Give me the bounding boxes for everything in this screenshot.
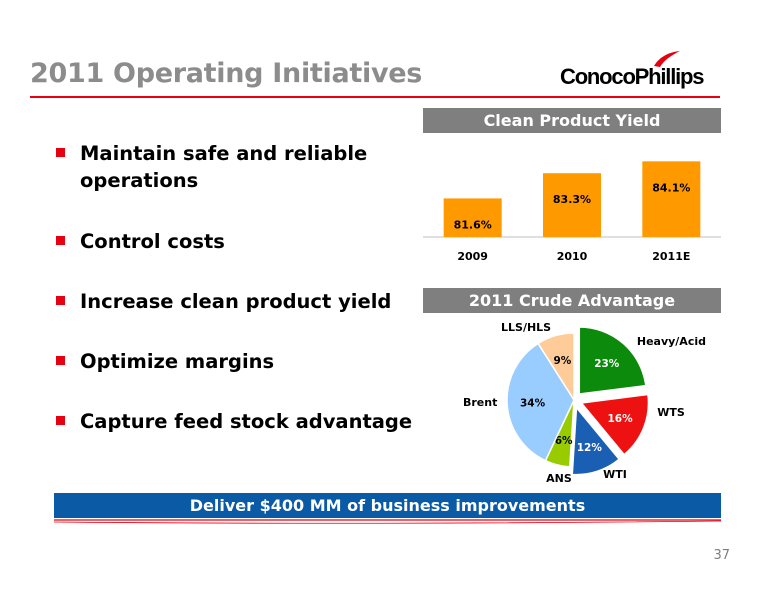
title-divider bbox=[30, 96, 720, 98]
business-improvements-banner: Deliver $400 MM of business improvements bbox=[54, 493, 721, 518]
bar-chart-title: Clean Product Yield bbox=[423, 108, 721, 133]
pie-category-label: LLS/HLS bbox=[501, 321, 551, 334]
bullet-item: Increase clean product yield bbox=[54, 288, 424, 315]
logo-swoosh-icon bbox=[654, 51, 680, 67]
pie-data-label: 9% bbox=[553, 355, 571, 367]
logo-text: ConocoPhillips bbox=[560, 64, 705, 89]
pie-category-label: ANS bbox=[546, 472, 572, 485]
bar-data-label: 83.3% bbox=[553, 193, 591, 206]
x-tick-label: 2009 bbox=[457, 250, 488, 263]
banner-underline bbox=[54, 519, 721, 524]
bar-2010 bbox=[543, 173, 601, 237]
x-tick-label: 2010 bbox=[557, 250, 588, 263]
pie-category-label: WTI bbox=[603, 468, 627, 481]
pie-data-label: 6% bbox=[555, 435, 573, 447]
company-logo: ConocoPhillips bbox=[556, 50, 720, 94]
bullet-item: Optimize margins bbox=[54, 348, 424, 375]
pie-slice-lls-hls bbox=[537, 332, 575, 403]
bar-2009 bbox=[443, 198, 502, 237]
pie-category-label: Heavy/Acid bbox=[637, 335, 706, 348]
pie-data-label: 34% bbox=[520, 398, 546, 410]
pie-slice-brent bbox=[506, 342, 575, 462]
pie-category-label: WTS bbox=[657, 406, 685, 419]
page-number: 37 bbox=[713, 548, 730, 563]
bullet-item: Capture feed stock advantage bbox=[54, 408, 424, 435]
bar-data-label: 84.1% bbox=[652, 181, 690, 194]
bullet-item: Control costs bbox=[54, 228, 424, 255]
pie-data-label: 12% bbox=[577, 442, 603, 454]
bar-data-label: 81.6% bbox=[454, 218, 492, 231]
pie-slice-wts bbox=[579, 393, 650, 456]
pie-slice-heavy-acid bbox=[578, 326, 647, 395]
pie-slice-wti bbox=[571, 405, 621, 476]
pie-data-label: 23% bbox=[594, 358, 620, 370]
bullet-item: Maintain safe and reliable operations bbox=[54, 140, 424, 194]
slide-title: 2011 Operating Initiatives bbox=[30, 58, 423, 89]
initiatives-list: Maintain safe and reliable operations Co… bbox=[54, 140, 424, 435]
pie-data-label: 16% bbox=[607, 413, 633, 425]
bar-2011E bbox=[642, 161, 701, 237]
crude-advantage-pie-chart: 23% Heavy/Acid 16% WTS 12% WTI 6% ANS 34% Brent 9%… bbox=[463, 321, 706, 485]
pie-chart-title: 2011 Crude Advantage bbox=[423, 288, 721, 313]
x-tick-label: 2011E bbox=[652, 250, 690, 263]
clean-product-yield-chart: 81.6% 2009 83.3% 2010 84.1% 2011E bbox=[423, 161, 721, 263]
pie-category-label: Brent bbox=[463, 396, 497, 409]
